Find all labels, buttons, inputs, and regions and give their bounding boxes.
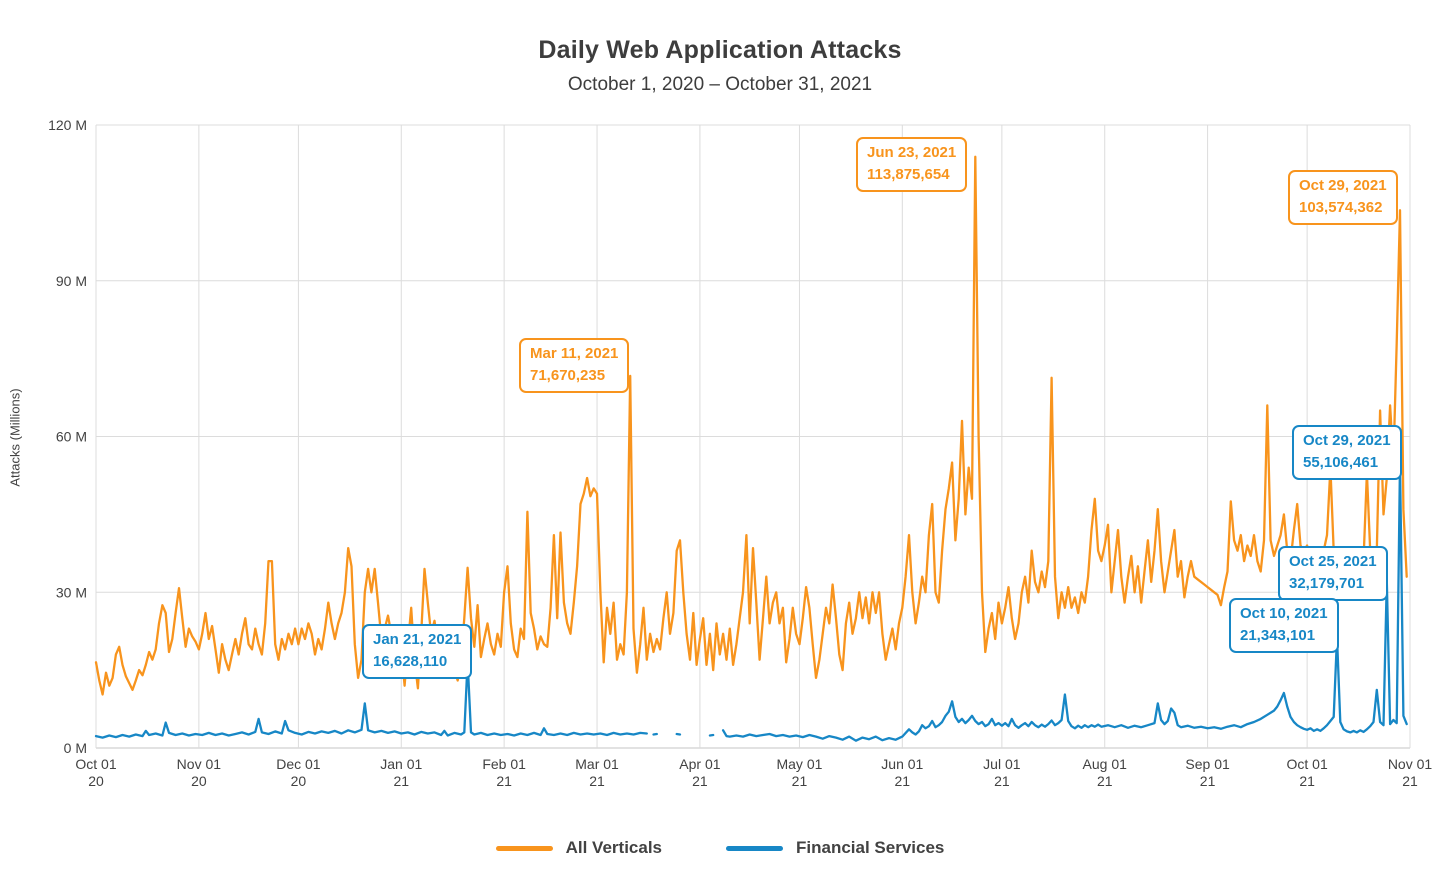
y-tick-label: 90 M xyxy=(56,273,87,289)
x-tick-label: May 01 xyxy=(776,756,822,772)
annotation-callout: Oct 29, 2021 103,574,362 xyxy=(1288,170,1398,225)
x-tick-label: 21 xyxy=(792,773,808,789)
annotation-date: Jan 21, 2021 xyxy=(373,631,462,648)
annotation-value: 55,106,461 xyxy=(1303,453,1379,471)
annotation-callout: Jun 23, 2021 113,875,654 xyxy=(856,137,968,192)
annotation-value: 113,875,654 xyxy=(867,165,950,183)
x-tick-label: 21 xyxy=(1097,773,1113,789)
x-tick-label: Dec 01 xyxy=(276,756,321,772)
annotation-date: Oct 25, 2021 xyxy=(1289,553,1377,570)
x-tick-label: Jun 01 xyxy=(881,756,923,772)
annotation-value: 32,179,701 xyxy=(1289,574,1365,592)
series-line-all_verticals[interactable] xyxy=(94,155,1408,696)
annotation-date: Oct 10, 2021 xyxy=(1240,605,1328,622)
x-tick-label: Sep 01 xyxy=(1185,756,1230,772)
annotation-value: 16,628,110 xyxy=(373,652,448,670)
annotation-date: Oct 29, 2021 xyxy=(1303,432,1391,449)
annotation-callout: Oct 10, 2021 21,343,101 xyxy=(1229,598,1339,653)
y-tick-label: 120 M xyxy=(48,117,87,133)
annotation-value: 21,343,101 xyxy=(1240,626,1316,644)
legend-label: Financial Services xyxy=(796,838,945,857)
x-tick-label: 20 xyxy=(88,773,104,789)
chart-subtitle: October 1, 2020 – October 31, 2021 xyxy=(567,74,873,95)
x-tick-label: 21 xyxy=(1402,773,1418,789)
x-tick-label: 21 xyxy=(1299,773,1315,789)
x-tick-label: 20 xyxy=(291,773,307,789)
x-tick-label: 21 xyxy=(589,773,605,789)
x-tick-label: Nov 01 xyxy=(177,756,222,772)
annotation-value: 103,574,362 xyxy=(1299,198,1383,216)
x-tick-label: Nov 01 xyxy=(1388,756,1433,772)
annotation-callout: Oct 25, 2021 32,179,701 xyxy=(1278,546,1388,601)
chart-title: Daily Web Application Attacks xyxy=(538,36,902,64)
legend-item-financial-services[interactable]: Financial Services xyxy=(726,838,944,858)
x-tick-label: 21 xyxy=(895,773,911,789)
annotation-callout: Oct 29, 2021 55,106,461 xyxy=(1292,425,1402,480)
x-tick-label: Oct 01 xyxy=(75,756,116,772)
x-tick-label: Mar 01 xyxy=(575,756,619,772)
y-tick-label: 0 M xyxy=(64,740,87,756)
legend-item-all-verticals[interactable]: All Verticals xyxy=(495,838,662,858)
y-tick-label: 60 M xyxy=(56,429,87,445)
legend-label: All Verticals xyxy=(565,838,662,857)
x-tick-label: 21 xyxy=(393,773,409,789)
x-tick-label: Jul 01 xyxy=(983,756,1021,772)
annotation-callout: Jan 21, 2021 16,628,110 xyxy=(362,624,473,679)
annotation-value: 71,670,235 xyxy=(530,366,606,384)
x-tick-label: 21 xyxy=(994,773,1010,789)
line-swatch-icon xyxy=(495,845,553,851)
x-tick-label: 20 xyxy=(191,773,207,789)
x-tick-label: Oct 01 xyxy=(1287,756,1328,772)
annotation-callout: Mar 11, 2021 71,670,235 xyxy=(519,338,630,393)
line-swatch-icon xyxy=(726,845,783,851)
x-tick-label: Apr 01 xyxy=(679,756,720,772)
x-tick-label: 21 xyxy=(1200,773,1216,789)
x-tick-label: 21 xyxy=(496,773,512,789)
x-tick-label: Aug 01 xyxy=(1083,756,1128,772)
annotation-date: Mar 11, 2021 xyxy=(530,345,619,362)
annotation-date: Jun 23, 2021 xyxy=(867,144,957,161)
x-tick-label: Feb 01 xyxy=(482,756,526,772)
series-line-financial_services[interactable] xyxy=(94,460,1408,742)
x-tick-label: Jan 01 xyxy=(380,756,422,772)
y-tick-label: 30 M xyxy=(56,584,87,600)
x-tick-label: 21 xyxy=(692,773,708,789)
chart-legend: All Verticals Financial Services xyxy=(0,838,1440,858)
annotation-date: Oct 29, 2021 xyxy=(1299,177,1387,194)
